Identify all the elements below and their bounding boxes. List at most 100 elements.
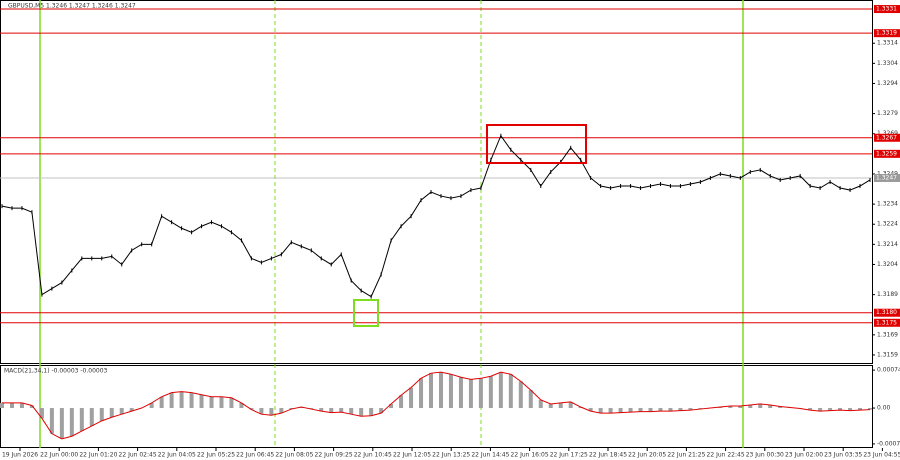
macd-bar xyxy=(369,408,374,416)
y-tick-label: 1.3214 xyxy=(877,241,898,248)
macd-bar xyxy=(518,381,523,409)
y-tick-label: 1.3159 xyxy=(877,351,898,358)
macd-bar xyxy=(169,392,174,409)
macd-bar xyxy=(359,408,364,417)
x-tick-label: 23 Jun 04:55 xyxy=(863,452,900,459)
macd-bar xyxy=(309,408,314,410)
x-tick-label: 22 Jun 00:00 xyxy=(40,452,78,459)
level-label: 1.3319 xyxy=(876,30,897,37)
macd-bar xyxy=(688,408,693,411)
macd-bar xyxy=(59,408,64,439)
macd-bar xyxy=(69,408,74,437)
macd-bar xyxy=(379,408,384,414)
x-tick-label: 22 Jun 04:05 xyxy=(158,452,196,459)
macd-bar xyxy=(289,408,294,410)
x-tick-label: 22 Jun 10:45 xyxy=(354,452,392,459)
y-tick-label: 1.3279 xyxy=(877,110,898,117)
macd-bar xyxy=(548,403,553,409)
resistance-zone xyxy=(486,124,587,164)
y-tick-label: 1.3249 xyxy=(877,170,898,177)
macd-bar xyxy=(628,408,633,413)
macd-signal xyxy=(2,371,871,440)
macd-bar xyxy=(319,408,324,412)
macd-bar xyxy=(219,396,224,409)
macd-bar xyxy=(738,405,743,409)
x-tick-label: 23 Jun 00:30 xyxy=(746,452,784,459)
macd-bar xyxy=(718,407,723,409)
macd-bar xyxy=(698,408,703,410)
macd-bar xyxy=(239,402,244,409)
y-tick-label: 1.3269 xyxy=(877,130,898,137)
macd-bar xyxy=(448,374,453,409)
macd-bar xyxy=(399,395,404,409)
macd-bar xyxy=(29,405,34,409)
macd-bar xyxy=(389,403,394,409)
y-tick-label: 1.3169 xyxy=(877,331,898,338)
level-tag xyxy=(874,149,900,158)
macd-bar xyxy=(159,396,164,409)
level-label: 1.3331 xyxy=(876,6,897,13)
y-tick-label: 1.3314 xyxy=(877,40,898,47)
macd-bar xyxy=(828,408,833,411)
macd-bar xyxy=(149,402,154,409)
x-tick-label: 23 Jun 02:00 xyxy=(785,452,823,459)
macd-bar xyxy=(858,408,863,411)
level-label: 1.3267 xyxy=(876,134,897,141)
level-tag xyxy=(874,133,900,142)
level-tag xyxy=(874,29,900,38)
macd-bar xyxy=(848,408,853,411)
macd-bar xyxy=(229,397,234,409)
y-tick-label: 1.3304 xyxy=(877,60,898,67)
x-tick-label: 22 Jun 12:05 xyxy=(393,452,431,459)
x-tick-label: 22 Jun 21:25 xyxy=(667,452,705,459)
level-label: 1.3175 xyxy=(876,319,897,326)
macd-bar xyxy=(608,408,613,414)
macd-bar xyxy=(598,408,603,414)
macd-bar xyxy=(458,377,463,409)
main-panel xyxy=(0,0,873,364)
price-tag xyxy=(874,173,900,182)
macd-bar xyxy=(678,408,683,411)
macd-bar xyxy=(99,408,104,421)
level-tag xyxy=(874,5,900,14)
current-price-label: 1.3247 xyxy=(876,174,897,181)
x-tick-label: 22 Jun 16:05 xyxy=(511,452,549,459)
macd-bar xyxy=(488,376,493,409)
macd-bar xyxy=(429,373,434,409)
y-tick-label: 1.3204 xyxy=(877,261,898,268)
price-line xyxy=(1,134,871,298)
macd-bar xyxy=(9,402,14,409)
macd-bar xyxy=(409,387,414,409)
macd-bar xyxy=(119,408,124,415)
macd-bar xyxy=(478,378,483,409)
x-tick-label: 22 Jun 01:20 xyxy=(79,452,117,459)
macd-bar xyxy=(658,408,663,412)
y-tick-label: 1.3189 xyxy=(877,291,898,298)
macd-bar xyxy=(329,408,334,413)
level-label: 1.3180 xyxy=(876,309,897,316)
x-tick-label: 22 Jun 17:25 xyxy=(550,452,588,459)
macd-bar xyxy=(129,408,134,412)
macd-bar xyxy=(838,408,843,411)
macd-bar xyxy=(339,408,344,413)
macd-bar xyxy=(868,408,872,410)
macd-bar xyxy=(438,372,443,409)
macd-bar xyxy=(299,407,304,409)
macd-bar xyxy=(199,394,204,409)
macd-bar xyxy=(668,408,673,412)
level-label: 1.3259 xyxy=(876,150,897,157)
macd-bar xyxy=(528,390,533,409)
x-tick-label: 22 Jun 14:45 xyxy=(471,452,509,459)
support-zone xyxy=(353,299,379,327)
y-tick-label: 1.3294 xyxy=(877,80,898,87)
macd-bar xyxy=(259,408,264,415)
x-tick-label: 22 Jun 02:45 xyxy=(119,452,157,459)
macd-bar xyxy=(508,374,513,409)
macd-bar xyxy=(748,404,753,409)
x-tick-label: 22 Jun 20:05 xyxy=(628,452,666,459)
macd-bar xyxy=(758,403,763,409)
macd-bar xyxy=(269,408,274,416)
macd-bar xyxy=(89,408,94,426)
macd-bar xyxy=(179,391,184,409)
